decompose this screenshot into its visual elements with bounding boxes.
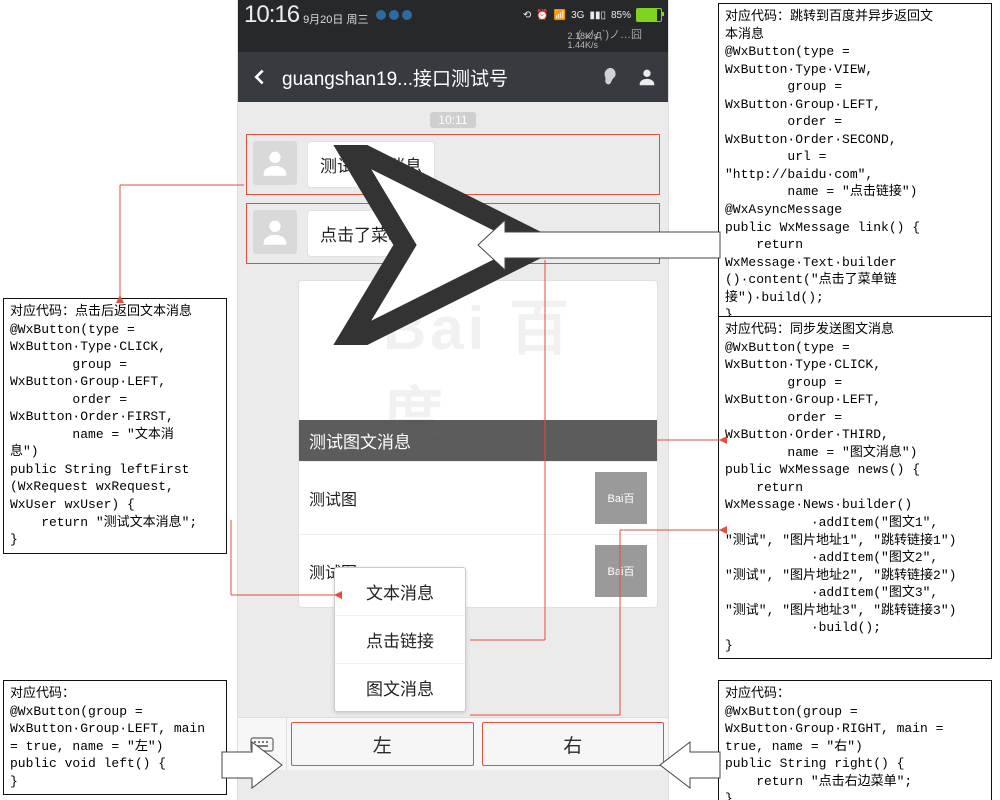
popup-item-text[interactable]: 文本消息 [335,568,465,616]
keyboard-icon[interactable] [238,718,287,770]
notification-dots [376,10,412,20]
menu-popup: 文本消息 点击链接 图文消息 [334,567,466,712]
note-left-menu: 对应代码： @WxButton(group = WxButton·Group·L… [3,680,227,795]
chat-header: guangshan19...接口测试号 [238,52,668,102]
news-cover: Bai 百度 测试图文消息 [299,281,657,461]
popup-item-news[interactable]: 图文消息 [335,664,465,711]
timestamp: 10:11 [430,112,476,128]
news-item-2[interactable]: 测试图 Bai百 [299,461,657,534]
message-2-bubble[interactable]: 点击了菜单链接 [307,210,452,257]
phone-frame: 10:16 9月20日 周三 ⟲ ⏰ 📶 3G ▮▮▯ 85% 2.18K/s … [237,0,669,800]
message-1-bubble[interactable]: 测试文本消息 [307,141,435,188]
note-news: 对应代码：同步发送图文消息 @WxButton(type = WxButton·… [718,316,992,659]
menu-button-left[interactable]: 左 [291,722,474,766]
news-card[interactable]: Bai 百度 测试图文消息 测试图 Bai百 测试图 Bai百 [298,280,658,608]
ear-icon[interactable] [600,66,622,88]
avatar-icon[interactable] [253,141,297,185]
alarm-icon: ⏰ [536,10,548,21]
news-cover-title: 测试图文消息 [299,420,657,461]
note-click-text: 对应代码：点击后返回文本消息 @WxButton(type = WxButton… [3,298,227,554]
footer-menu: 左 右 [238,717,668,770]
chat-title: guangshan19...接口测试号 [282,64,586,91]
clock: 10:16 [244,1,299,29]
popup-item-link[interactable]: 点击链接 [335,616,465,664]
date: 9月20日 周三 [303,11,368,27]
menu-button-right[interactable]: 右 [482,722,665,766]
back-icon[interactable] [248,66,270,88]
battery-icon [636,8,662,22]
wifi-icon: 📶 [554,10,566,21]
net-speed-down: 1.44K/s [567,41,598,50]
note-right-menu: 对应代码： @WxButton(group = WxButton·Group·R… [718,680,992,800]
signal-icon: ▮▮▯ [589,10,606,21]
sync-icon: ⟲ [523,10,531,21]
message-2-container: 点击了菜单链接 [246,203,660,264]
battery-pct: 85% [611,10,631,21]
profile-icon[interactable] [636,66,658,88]
note-async-link: 对应代码：跳转到百度并异步返回文 本消息 @WxButton(type = Wx… [718,3,992,329]
news-thumb-icon: Bai百 [595,472,647,524]
news-item-2-label: 测试图 [309,486,357,510]
message-1-container: 测试文本消息 [246,134,660,195]
avatar-icon[interactable] [253,210,297,254]
chat-body: 10:11 测试文本消息 点击了菜单链接 Bai 百度 测试图文消息 测试图 B… [238,102,668,770]
signal-3g: 3G [571,10,584,21]
news-thumb-icon: Bai百 [595,545,647,597]
status-bar: 10:16 9月20日 周三 ⟲ ⏰ 📶 3G ▮▮▯ 85% 2.18K/s … [238,0,668,30]
